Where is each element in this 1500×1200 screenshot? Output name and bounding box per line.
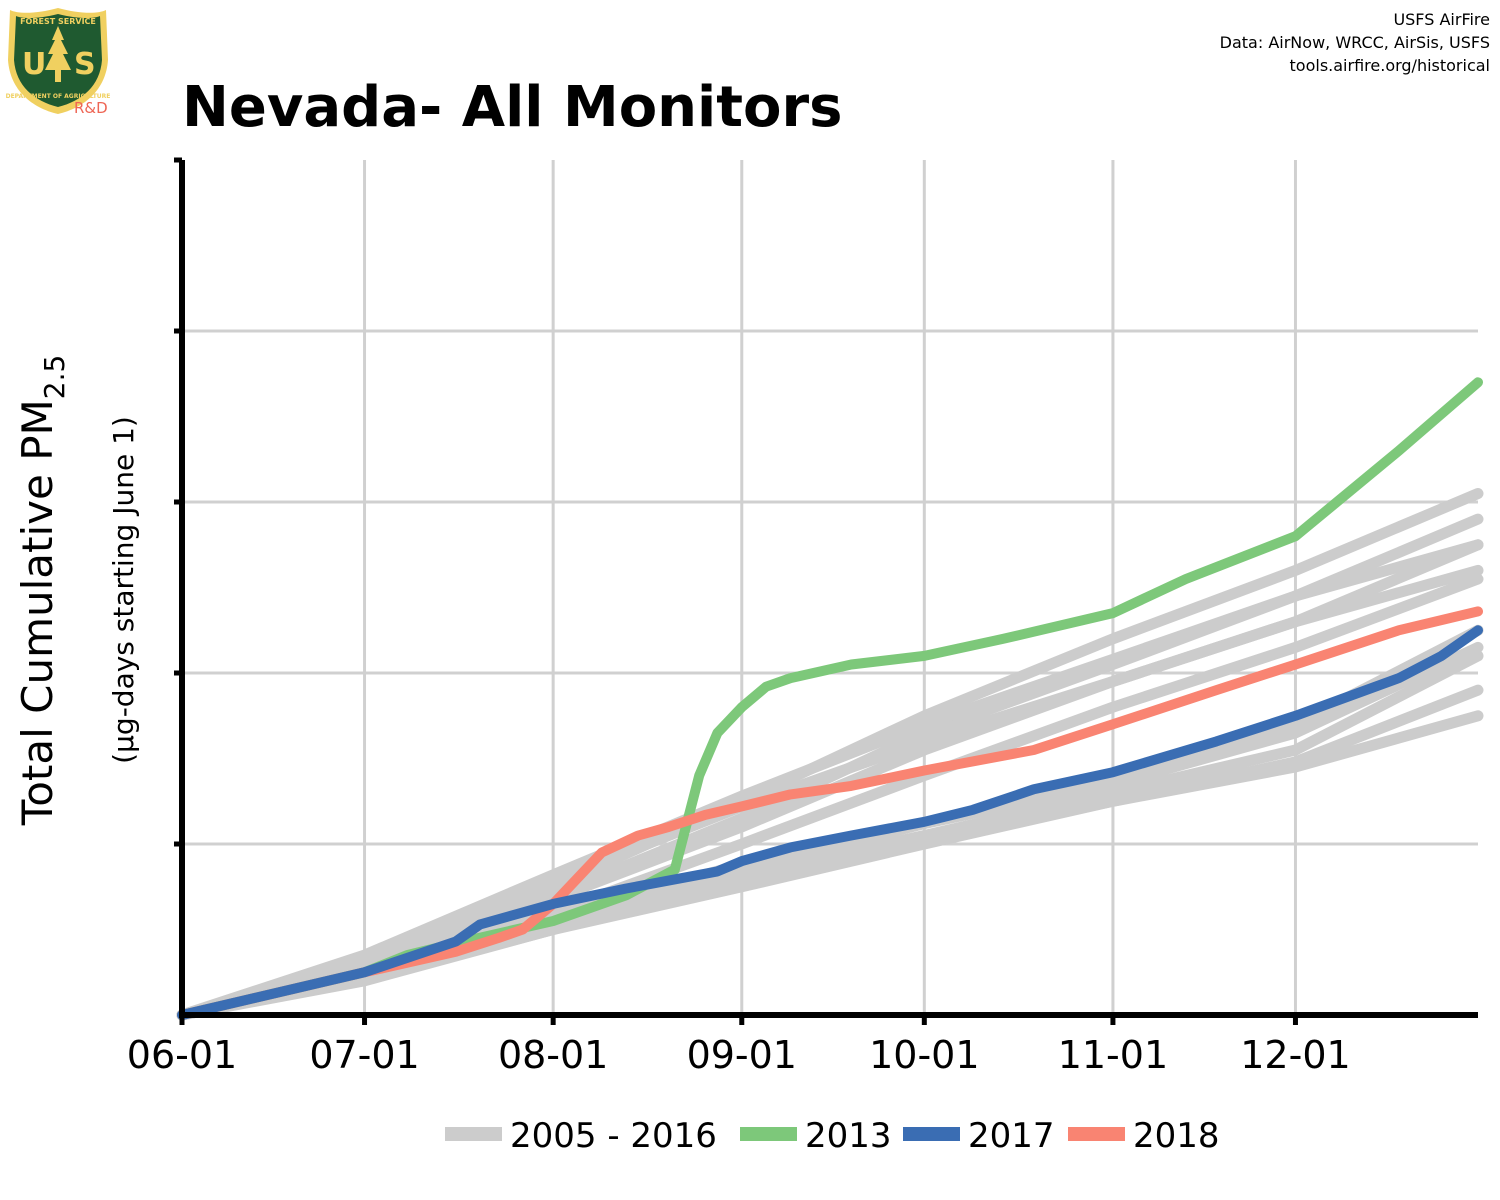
series-line-historical-5 — [176, 564, 1484, 1021]
logo-letter-s: S — [74, 47, 96, 82]
x-tick-label: 11-01 — [1058, 1033, 1168, 1077]
legend: 2005 - 2016 2013 2017 2018 — [445, 1116, 1220, 1156]
legend-label: 2018 — [1133, 1116, 1220, 1156]
credit-line-1: USFS AirFire — [1393, 10, 1490, 29]
chart-title: Nevada- All Monitors — [182, 75, 842, 140]
x-tick-label: 10-01 — [869, 1033, 979, 1077]
legend-label: 2005 - 2016 — [510, 1116, 717, 1156]
usfs-shield-logo: U S FOREST SERVICE DEPARTMENT OF AGRICUL… — [6, 8, 111, 117]
logo-rd-label: R&D — [74, 99, 108, 117]
series-line-2013 — [177, 377, 1483, 1020]
grid-lines — [180, 160, 1478, 1015]
y-axis-note: (µg-days starting June 1) — [107, 416, 140, 764]
logo-bottom-text: DEPARTMENT OF AGRICULTURE — [6, 93, 111, 100]
series-layer — [176, 377, 1484, 1021]
credit-line-3: tools.airfire.org/historical — [1290, 56, 1490, 75]
logo-top-text: FOREST SERVICE — [20, 17, 96, 26]
series-line-2017 — [177, 625, 1483, 1020]
x-tick-labels: 06-01 07-01 08-01 09-01 10-01 11-01 12-01 — [127, 1033, 1351, 1077]
x-tick-label: 09-01 — [687, 1033, 797, 1077]
legend-label: 2017 — [968, 1116, 1055, 1156]
x-tick-label: 08-01 — [498, 1033, 608, 1077]
x-tick-label: 06-01 — [127, 1033, 237, 1077]
axes — [174, 157, 1478, 1025]
legend-label: 2013 — [805, 1116, 892, 1156]
y-axis-label: Total Cumulative PM2.5 — [13, 355, 71, 827]
credit-line-2: Data: AirNow, WRCC, AirSis, USFS — [1220, 33, 1490, 52]
x-tick-label: 07-01 — [309, 1033, 419, 1077]
tree-icon — [45, 26, 71, 82]
logo-letter-u: U — [22, 47, 46, 82]
series-line-2018 — [177, 606, 1483, 1020]
x-tick-label: 12-01 — [1240, 1033, 1350, 1077]
